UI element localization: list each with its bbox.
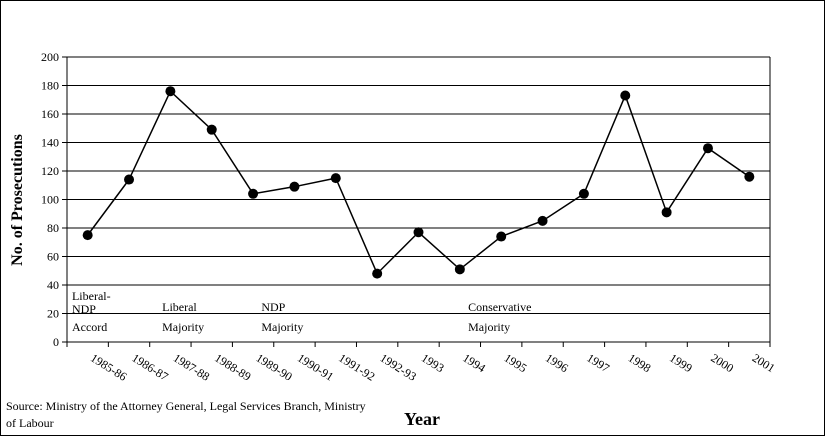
- x-tick-label: 1989-90: [253, 351, 294, 384]
- y-tick-label: 80: [47, 221, 59, 235]
- data-point: [248, 188, 259, 199]
- axes: [62, 56, 771, 347]
- annotation-label: NDP: [261, 300, 285, 314]
- annotation-label: NDP: [72, 302, 96, 316]
- x-tick-label: 1997: [584, 351, 612, 376]
- x-tick-label: 1987-88: [171, 351, 212, 384]
- series-path: [87, 89, 750, 275]
- x-tick-label: 1990-91: [295, 351, 336, 384]
- data-point: [454, 264, 465, 275]
- x-tick-label: 1985-86: [88, 351, 129, 384]
- annotations: Liberal-NDPAccordLiberalMajorityNDPMajor…: [72, 289, 531, 334]
- annotation-label: Liberal: [162, 300, 197, 314]
- data-point: [289, 181, 300, 192]
- x-tick-label: 1996: [543, 351, 571, 376]
- data-point: [330, 173, 341, 184]
- y-tick-label: 60: [47, 250, 59, 264]
- x-tick-label: 2001: [750, 351, 778, 376]
- data-point: [206, 124, 217, 135]
- y-tick-label: 140: [41, 136, 59, 150]
- x-tick-label: 1988-89: [212, 351, 253, 384]
- data-point: [496, 231, 507, 242]
- data-point: [702, 143, 713, 154]
- data-point: [124, 174, 135, 185]
- series-line: [82, 86, 755, 279]
- y-tick-label: 180: [41, 79, 59, 93]
- x-tick-label: 1992-93: [378, 351, 419, 384]
- data-point: [537, 215, 548, 226]
- x-tick-label: 1994: [460, 351, 488, 376]
- data-point: [165, 86, 176, 97]
- data-point: [578, 188, 589, 199]
- x-tick-label: 1991-92: [336, 351, 377, 384]
- annotation-label: Majority: [162, 320, 204, 334]
- data-point: [82, 230, 93, 241]
- source-note: Source: Ministry of the Attorney General…: [6, 399, 366, 430]
- annotation-label: Conservative: [468, 300, 531, 314]
- x-tick-labels: 1985-86 1986-87 1987-88 1988-89 1989-90 1990-…: [88, 351, 777, 384]
- annotation-label: Majority: [468, 320, 510, 334]
- data-point: [413, 227, 424, 238]
- data-point: [744, 171, 755, 182]
- data-point: [661, 207, 672, 218]
- y-tick-label: 40: [47, 278, 59, 292]
- y-tick-labels: 0 20 40 60 80 100 120 140 160 180 200: [41, 50, 59, 349]
- data-point: [620, 90, 631, 101]
- x-axis-title: Year: [404, 409, 440, 429]
- x-tick-label: 1986-87: [129, 351, 170, 384]
- x-tick-label: 1995: [502, 351, 530, 376]
- annotation-label: Accord: [72, 320, 107, 334]
- y-tick-label: 160: [41, 107, 59, 121]
- x-tick-label: 1993: [419, 351, 447, 376]
- y-tick-label: 0: [53, 335, 59, 349]
- annotation-label: Majority: [261, 320, 303, 334]
- y-tick-label: 120: [41, 164, 59, 178]
- data-point: [372, 268, 383, 279]
- y-tick-label: 200: [41, 50, 59, 64]
- annotation-label: Liberal-: [72, 289, 111, 303]
- x-tick-label: 1998: [626, 351, 654, 376]
- x-tick-label: 2000: [708, 351, 736, 376]
- y-tick-label: 100: [41, 193, 59, 207]
- y-axis-title: No. of Prosecutions: [9, 134, 26, 266]
- y-tick-label: 20: [47, 307, 59, 321]
- x-tick-label: 1999: [667, 351, 695, 376]
